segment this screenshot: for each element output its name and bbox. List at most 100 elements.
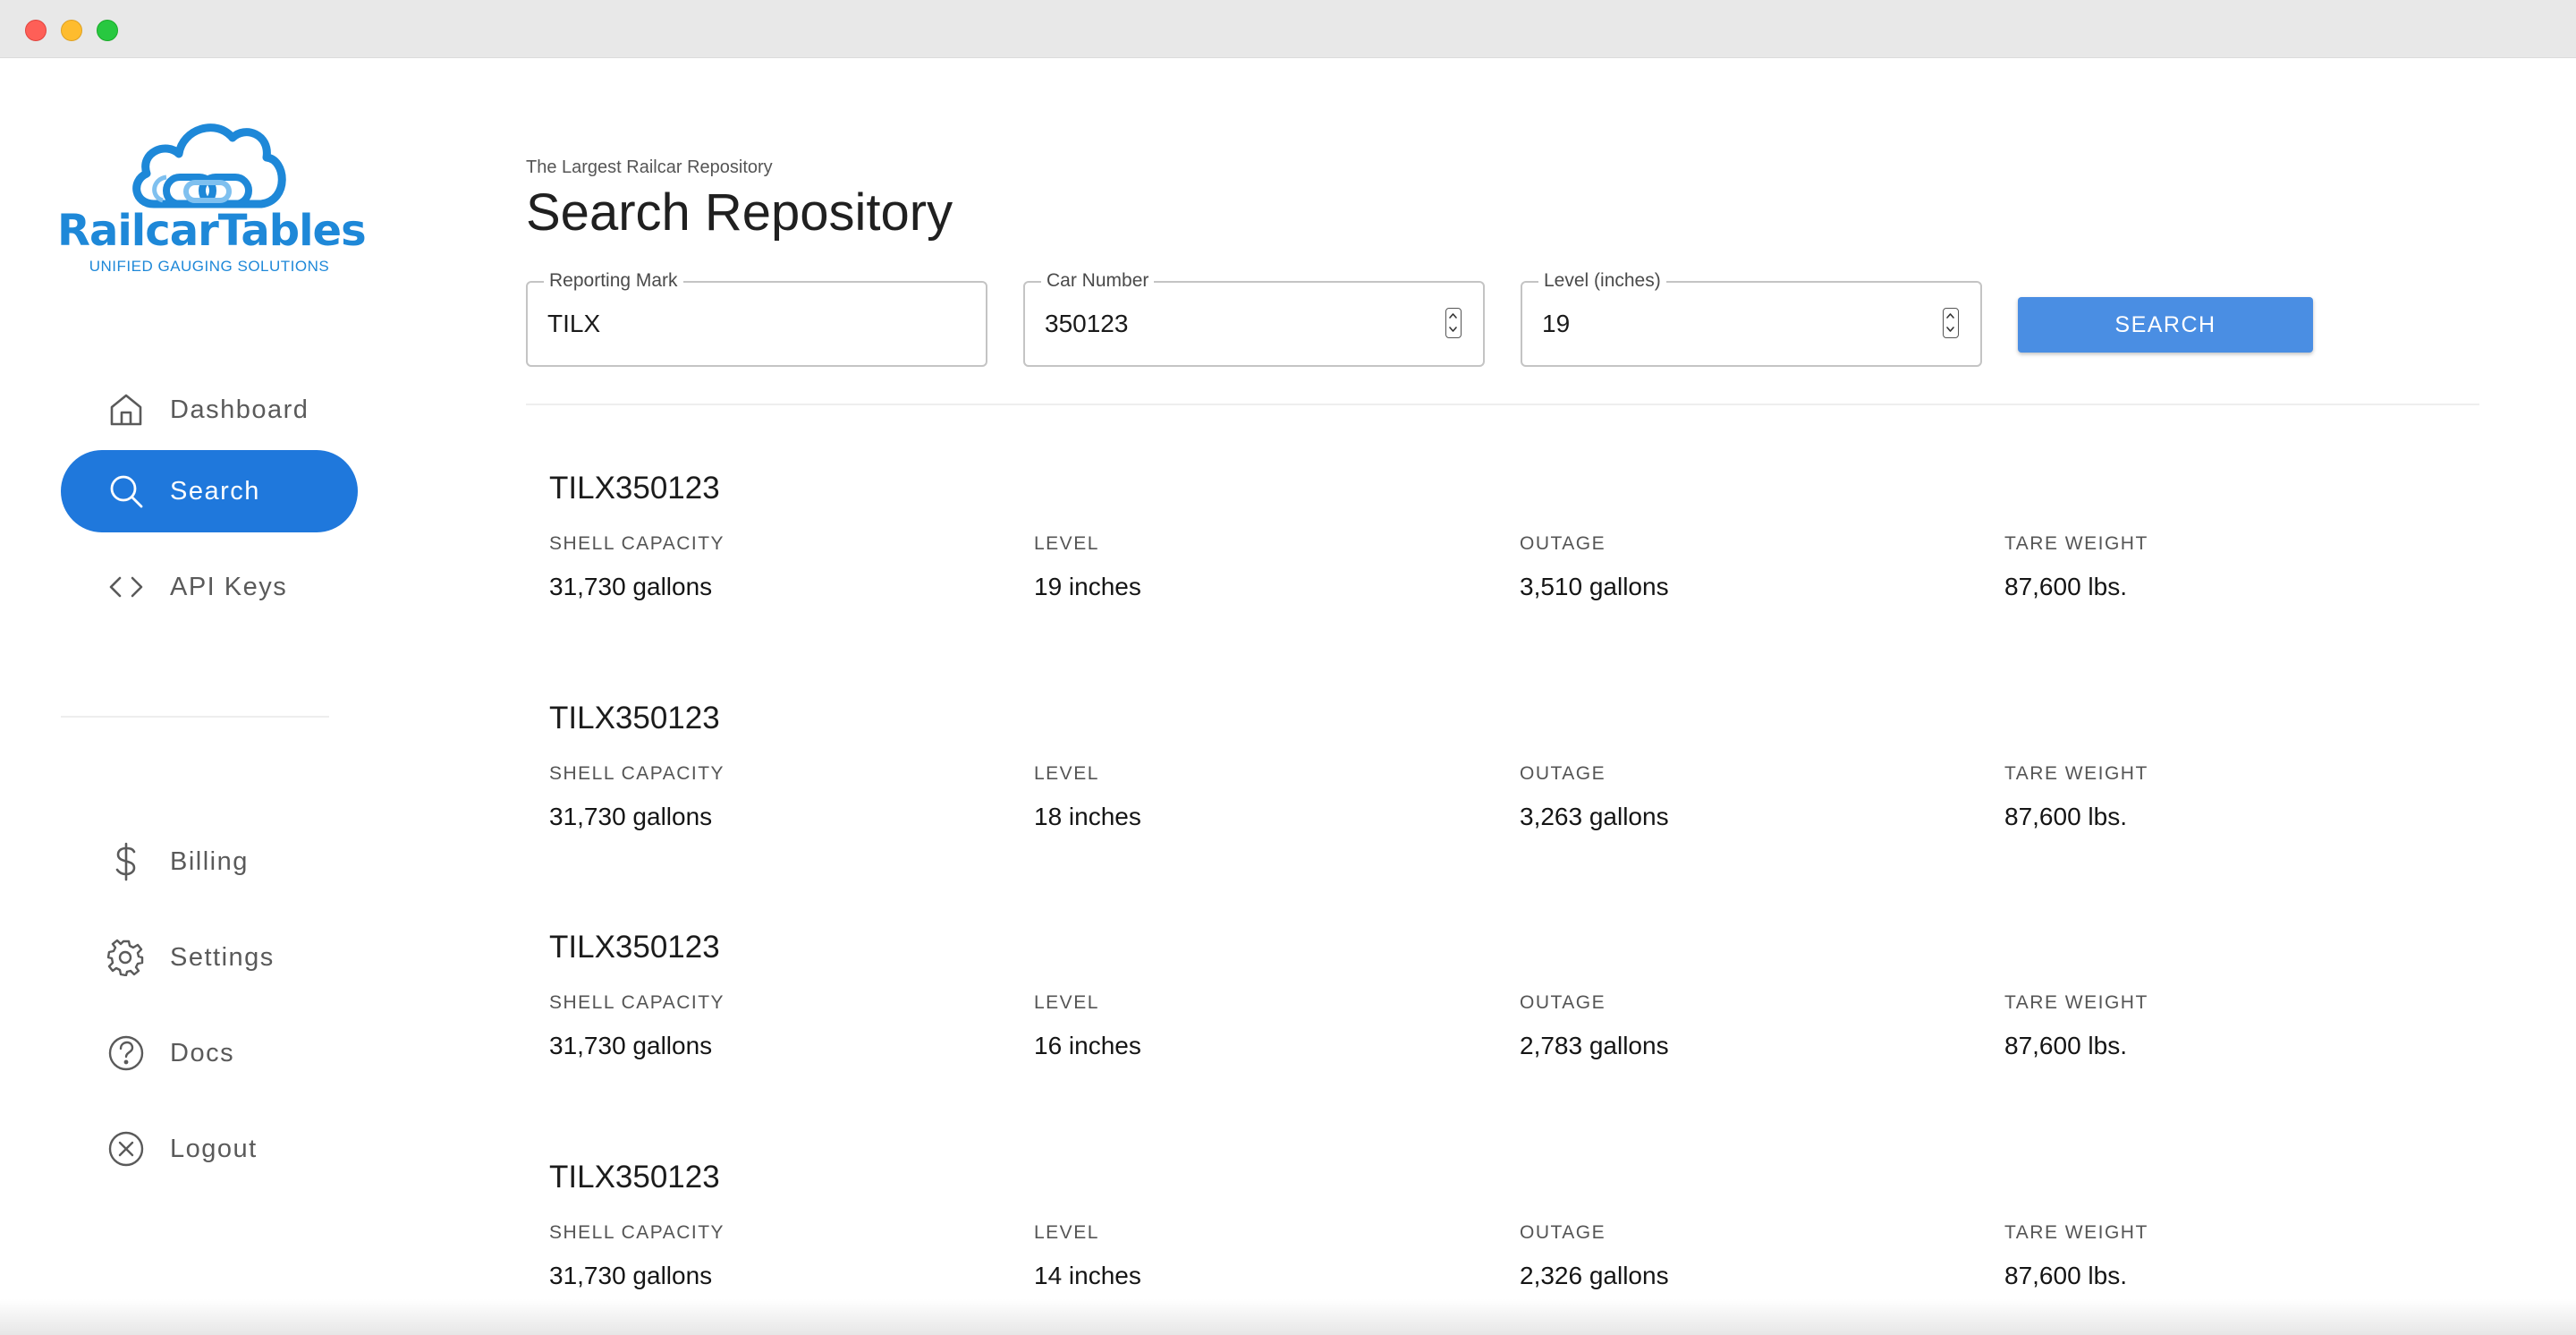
tare-weight-value: 87,600 lbs.: [2004, 1032, 2127, 1059]
outage-cell: OUTAGE 3,263 gallons: [1520, 763, 1669, 831]
car-number-label: Car Number: [1041, 270, 1155, 292]
sidebar-item-billing[interactable]: Billing: [61, 821, 358, 903]
sidebar-item-docs[interactable]: Docs: [61, 1012, 358, 1094]
shell-capacity-value: 31,730 gallons: [549, 573, 713, 600]
level-value: 19 inches: [1034, 573, 1141, 600]
brand-tagline: UNIFIED GAUGING SOLUTIONS: [89, 258, 330, 275]
level-col-label: LEVEL: [1034, 1222, 1099, 1243]
level-value: 16 inches: [1034, 1032, 1141, 1059]
window-close-button[interactable]: [25, 20, 47, 41]
reporting-mark-input[interactable]: TILX: [547, 310, 601, 337]
sidebar-item-label: Docs: [170, 1038, 235, 1067]
level-value: 14 inches: [1034, 1262, 1141, 1289]
window-titlebar: [0, 0, 2576, 58]
search-button[interactable]: SEARCH: [2018, 297, 2313, 353]
result-car-id: TILX350123: [549, 1160, 720, 1195]
shell-capacity-label: SHELL CAPACITY: [549, 992, 725, 1013]
sidebar-divider: [61, 716, 329, 718]
bottom-scroll-shadow: [0, 1299, 2576, 1335]
sidebar-item-label: Search: [170, 476, 260, 506]
outage-cell: OUTAGE 2,783 gallons: [1520, 992, 1669, 1060]
tare-weight-value: 87,600 lbs.: [2004, 573, 2127, 600]
reporting-mark-field[interactable]: Reporting Mark TILX: [526, 270, 987, 367]
brand-logo[interactable]: RailcarTables UNIFIED GAUGING SOLUTIONS: [57, 111, 367, 290]
sidebar-item-label: Dashboard: [170, 395, 309, 424]
search-icon: [107, 472, 145, 510]
car-number-input[interactable]: 350123: [1045, 310, 1129, 337]
sidebar-item-dashboard[interactable]: Dashboard: [61, 369, 358, 451]
shell-capacity-value: 31,730 gallons: [549, 1262, 713, 1289]
shell-capacity-label: SHELL CAPACITY: [549, 763, 725, 784]
tare-weight-value: 87,600 lbs.: [2004, 1262, 2127, 1289]
cloud-chain-logo-icon: [132, 123, 286, 208]
level-cell: LEVEL 18 inches: [1034, 763, 1141, 831]
window-maximize-button[interactable]: [97, 20, 118, 41]
page-subtitle: The Largest Railcar Repository: [526, 157, 773, 177]
sidebar-item-settings[interactable]: Settings: [61, 916, 358, 999]
shell-capacity-label: SHELL CAPACITY: [549, 1222, 725, 1243]
outage-label: OUTAGE: [1520, 533, 1606, 554]
outage-value: 3,263 gallons: [1520, 803, 1669, 830]
tare-weight-value: 87,600 lbs.: [2004, 803, 2127, 830]
sidebar-item-label: Billing: [170, 846, 249, 876]
sidebar-item-api-keys[interactable]: API Keys: [61, 546, 358, 628]
shell-capacity-value: 31,730 gallons: [549, 1032, 713, 1059]
code-icon: [107, 568, 145, 606]
outage-value: 2,326 gallons: [1520, 1262, 1669, 1289]
sidebar-item-label: Logout: [170, 1134, 258, 1163]
help-circle-icon: [107, 1034, 145, 1072]
level-cell: LEVEL 19 inches: [1034, 533, 1141, 601]
result-card: TILX350123 SHELL CAPACITY 31,730 gallons…: [549, 930, 2463, 1091]
tare-weight-label: TARE WEIGHT: [2004, 1222, 2148, 1243]
shell-capacity-cell: SHELL CAPACITY 31,730 gallons: [549, 992, 724, 1060]
outage-cell: OUTAGE 3,510 gallons: [1520, 533, 1669, 601]
level-stepper[interactable]: [1943, 308, 1959, 338]
logout-x-circle-icon: [107, 1130, 145, 1168]
result-car-id: TILX350123: [549, 701, 720, 736]
level-cell: LEVEL 14 inches: [1034, 1222, 1141, 1290]
level-field[interactable]: Level (inches) 19: [1521, 270, 1982, 367]
dollar-icon: [107, 842, 145, 881]
car-number-field[interactable]: Car Number 350123: [1023, 270, 1485, 367]
result-card: TILX350123 SHELL CAPACITY 31,730 gallons…: [549, 1160, 2463, 1321]
outage-value: 2,783 gallons: [1520, 1032, 1669, 1059]
sidebar-item-search[interactable]: Search: [61, 450, 358, 532]
result-car-id: TILX350123: [549, 930, 720, 965]
shell-capacity-label: SHELL CAPACITY: [549, 533, 725, 554]
level-col-label: LEVEL: [1034, 763, 1099, 784]
shell-capacity-value: 31,730 gallons: [549, 803, 713, 830]
tare-weight-label: TARE WEIGHT: [2004, 992, 2148, 1013]
outage-label: OUTAGE: [1520, 992, 1606, 1013]
window-minimize-button[interactable]: [61, 20, 82, 41]
tare-weight-cell: TARE WEIGHT 87,600 lbs.: [2004, 533, 2148, 601]
level-label: Level (inches): [1538, 270, 1666, 292]
shell-capacity-cell: SHELL CAPACITY 31,730 gallons: [549, 1222, 724, 1290]
reporting-mark-label: Reporting Mark: [544, 270, 683, 292]
sidebar: RailcarTables UNIFIED GAUGING SOLUTIONS …: [0, 57, 394, 1335]
outage-label: OUTAGE: [1520, 1222, 1606, 1243]
level-col-label: LEVEL: [1034, 533, 1099, 554]
result-car-id: TILX350123: [549, 471, 720, 506]
sidebar-item-label: Settings: [170, 942, 275, 972]
result-card: TILX350123 SHELL CAPACITY 31,730 gallons…: [549, 701, 2463, 862]
level-col-label: LEVEL: [1034, 992, 1099, 1013]
tare-weight-cell: TARE WEIGHT 87,600 lbs.: [2004, 1222, 2148, 1290]
level-input[interactable]: 19: [1542, 310, 1571, 337]
results-divider: [526, 404, 2479, 405]
shell-capacity-cell: SHELL CAPACITY 31,730 gallons: [549, 533, 724, 601]
result-card: TILX350123 SHELL CAPACITY 31,730 gallons…: [549, 471, 2463, 632]
page-title: Search Repository: [526, 183, 953, 242]
level-cell: LEVEL 16 inches: [1034, 992, 1141, 1060]
sidebar-item-logout[interactable]: Logout: [61, 1108, 358, 1190]
sidebar-item-label: API Keys: [170, 572, 288, 601]
tare-weight-label: TARE WEIGHT: [2004, 533, 2148, 554]
home-icon: [107, 391, 145, 429]
outage-cell: OUTAGE 2,326 gallons: [1520, 1222, 1669, 1290]
outage-label: OUTAGE: [1520, 763, 1606, 784]
gear-icon: [107, 939, 145, 976]
brand-name: RailcarTables: [57, 206, 367, 256]
tare-weight-cell: TARE WEIGHT 87,600 lbs.: [2004, 992, 2148, 1060]
outage-value: 3,510 gallons: [1520, 573, 1669, 600]
level-value: 18 inches: [1034, 803, 1141, 830]
car-number-stepper[interactable]: [1445, 308, 1462, 338]
